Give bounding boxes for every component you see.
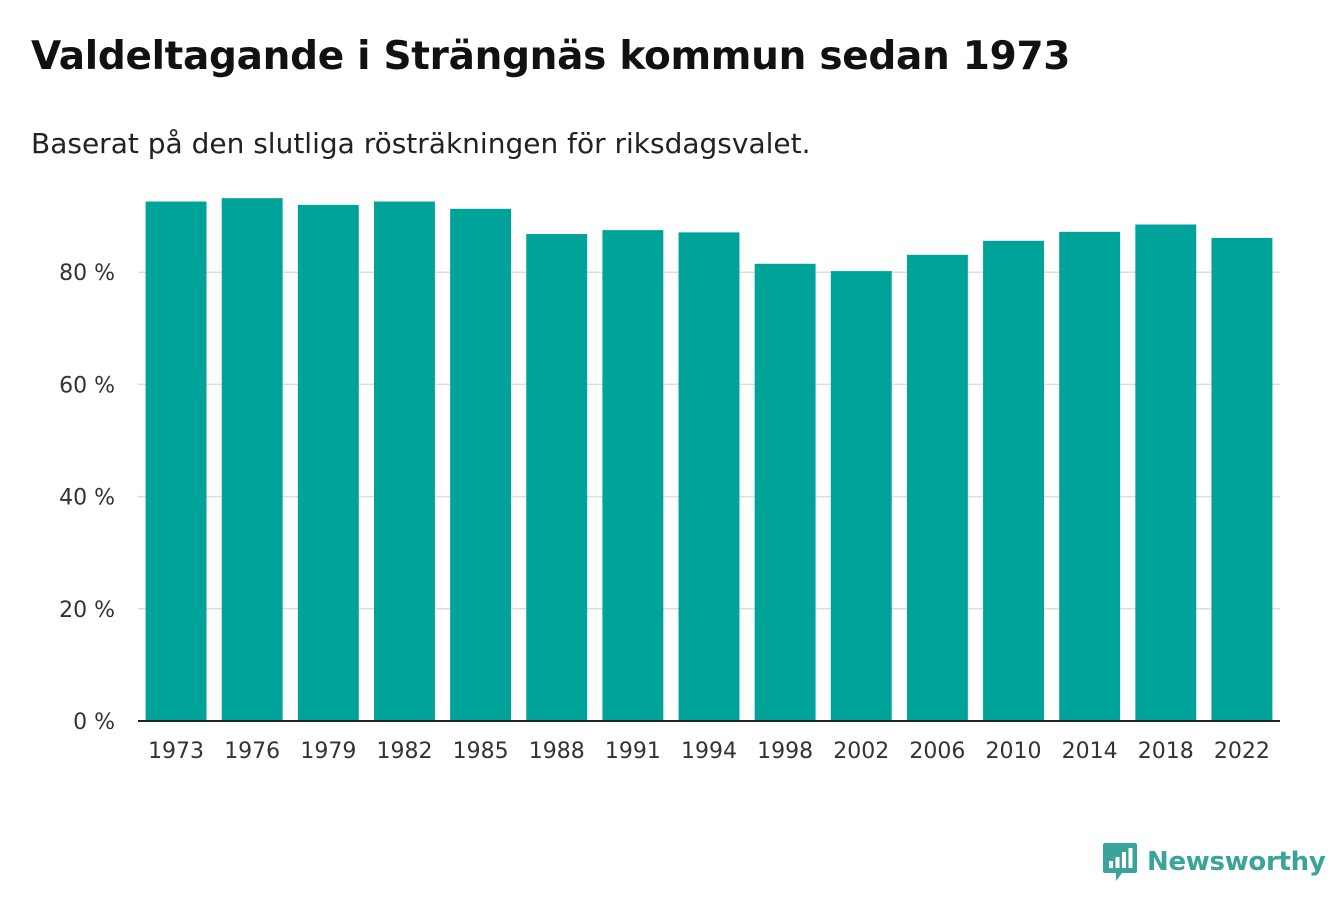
bar-1973 [145, 201, 207, 721]
brand: Newsworthy [1102, 841, 1326, 883]
bar-1991 [602, 230, 664, 721]
bar-1976 [221, 198, 283, 721]
bar-chart: 0 % 20 % 40 % 60 % 80 % 1973 1976 1979 1982 1985 1… [59, 198, 1280, 764]
x-tick-label: 2010 [986, 739, 1042, 764]
bar-1985 [450, 208, 512, 721]
bar-1994 [678, 232, 740, 721]
y-tick-label: 80 % [59, 261, 115, 286]
bar-2018 [1135, 224, 1197, 721]
x-tick-label: 1973 [148, 739, 204, 764]
y-tick-label: 0 % [73, 710, 115, 735]
x-tick-label: 2014 [1062, 739, 1118, 764]
y-tick-label: 20 % [59, 598, 115, 623]
chart-subtitle: Baserat på den slutliga rösträkningen fö… [31, 127, 811, 160]
x-tick-label: 1988 [529, 739, 585, 764]
bar-1982 [374, 201, 435, 721]
x-tick-label: 1982 [376, 739, 432, 764]
y-tick-label: 60 % [59, 373, 115, 398]
bars [145, 198, 1273, 722]
x-tick-label: 1976 [224, 739, 280, 764]
x-tick-label: 2018 [1138, 739, 1194, 764]
x-tick-label: 1994 [681, 739, 737, 764]
bar-1988 [526, 234, 588, 721]
axes: 0 % 20 % 40 % 60 % 80 % 1973 1976 1979 1982 1985 1… [59, 261, 1280, 764]
newsworthy-logo-icon [1103, 843, 1137, 881]
x-tick-label: 1979 [300, 739, 356, 764]
bar-1979 [297, 204, 359, 721]
y-tick-label: 40 % [59, 486, 115, 511]
x-tick-label: 2006 [909, 739, 965, 764]
bar-1998 [754, 263, 816, 721]
bar-2014 [1059, 231, 1121, 722]
x-tick-label: 1998 [757, 739, 813, 764]
brand-name: Newsworthy [1147, 847, 1326, 877]
bar-2022 [1211, 237, 1273, 721]
x-tick-label: 2002 [833, 739, 889, 764]
x-tick-label: 2022 [1214, 739, 1270, 764]
bar-2010 [983, 240, 1044, 721]
x-tick-label: 1991 [605, 739, 661, 764]
x-tick-label: 1985 [453, 739, 509, 764]
bar-2002 [830, 271, 892, 721]
chart-title: Valdeltagande i Strängnäs kommun sedan 1… [31, 34, 1071, 79]
bar-2006 [906, 254, 968, 721]
